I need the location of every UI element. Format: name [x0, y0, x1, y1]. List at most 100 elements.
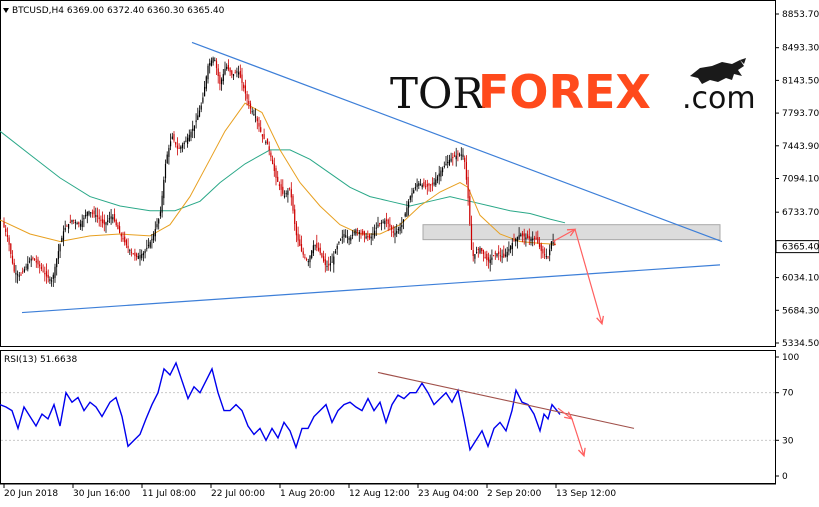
candle-body	[32, 257, 34, 259]
candle	[481, 247, 483, 254]
candle-body	[81, 220, 83, 228]
candle	[431, 177, 433, 192]
logo-part-com: .com	[682, 81, 756, 116]
candle-body	[336, 245, 338, 250]
candle-body	[42, 270, 44, 272]
price-axis-label: 7094.10	[782, 175, 819, 185]
candle	[175, 141, 177, 148]
candle-body	[187, 137, 189, 144]
candle	[312, 240, 314, 256]
candle-body	[158, 219, 160, 224]
price-trendline	[21, 264, 721, 314]
candle-body	[537, 237, 539, 243]
candle	[10, 243, 12, 259]
candle-body	[372, 233, 374, 235]
price-axis-label: 6733.70	[782, 208, 819, 218]
candle-body	[309, 255, 311, 263]
candle-body	[35, 261, 37, 263]
candle	[515, 237, 517, 247]
candle	[59, 243, 61, 259]
candle-body	[147, 244, 150, 246]
candle	[93, 206, 95, 218]
candle-body	[171, 136, 173, 139]
candle	[401, 216, 403, 234]
candle	[408, 199, 410, 216]
candle-body	[542, 249, 544, 254]
candle-body	[27, 263, 29, 270]
candle-body	[516, 237, 518, 242]
candle	[134, 248, 136, 261]
candle-body	[73, 220, 75, 222]
candle-body	[550, 241, 552, 249]
candle	[419, 178, 422, 186]
candle-body	[419, 184, 422, 186]
candle-body	[290, 189, 292, 198]
candle-body	[300, 244, 303, 252]
candle-body	[482, 249, 484, 255]
candle	[351, 230, 354, 240]
candle	[158, 218, 160, 230]
candle	[455, 147, 457, 167]
candle	[39, 260, 41, 274]
candle-body	[486, 253, 488, 260]
candle	[365, 232, 367, 240]
candle-body	[549, 249, 551, 256]
candle	[453, 151, 456, 158]
candle	[132, 253, 134, 255]
candle-body	[334, 251, 337, 254]
candle-body	[414, 187, 416, 189]
candle	[435, 172, 437, 187]
candle-body	[338, 241, 340, 244]
candle	[392, 225, 394, 238]
candle	[275, 165, 277, 186]
candle	[355, 228, 357, 237]
candle-body	[142, 253, 144, 256]
candle	[266, 138, 269, 145]
candle-body	[385, 219, 388, 221]
candle	[487, 252, 490, 269]
candle	[394, 226, 396, 244]
candle-body	[105, 222, 107, 225]
candle	[42, 264, 44, 273]
candle-body	[115, 220, 117, 226]
last-price-label: 6365.40	[782, 243, 819, 253]
candle-body	[200, 105, 202, 110]
candle-body	[391, 226, 393, 230]
candle-body	[214, 60, 216, 62]
candle-body	[260, 127, 262, 132]
candle-body	[389, 223, 391, 227]
candle-body	[61, 237, 63, 242]
logo-part-tor: TOR	[390, 69, 485, 118]
candle-body	[229, 68, 231, 73]
rsi-header: RSI(13) 51.6638	[4, 355, 77, 365]
candle	[23, 266, 25, 273]
candle	[367, 230, 369, 242]
candle-body	[198, 110, 201, 117]
candle-body	[246, 94, 248, 99]
candle-body	[18, 275, 20, 277]
candle	[229, 67, 231, 76]
candle-body	[374, 230, 376, 237]
candle-body	[59, 244, 61, 252]
candle-body	[224, 68, 226, 75]
candle	[535, 231, 537, 240]
candle	[115, 218, 117, 227]
candle-body	[180, 146, 182, 149]
rsi-layer	[0, 361, 775, 458]
arrow-head	[577, 447, 586, 458]
candle	[219, 71, 221, 91]
candle-body	[132, 253, 134, 255]
candle	[113, 208, 116, 223]
candle-body	[498, 251, 500, 255]
candle	[544, 247, 546, 259]
last-price-box	[775, 240, 819, 254]
candle	[402, 219, 405, 230]
candle	[18, 272, 20, 281]
candle-body	[108, 218, 110, 220]
candle-body	[66, 225, 68, 227]
candle-body	[241, 74, 243, 83]
candle	[311, 249, 313, 260]
candle	[423, 178, 425, 188]
candle	[538, 237, 541, 250]
candle-body	[22, 271, 24, 273]
